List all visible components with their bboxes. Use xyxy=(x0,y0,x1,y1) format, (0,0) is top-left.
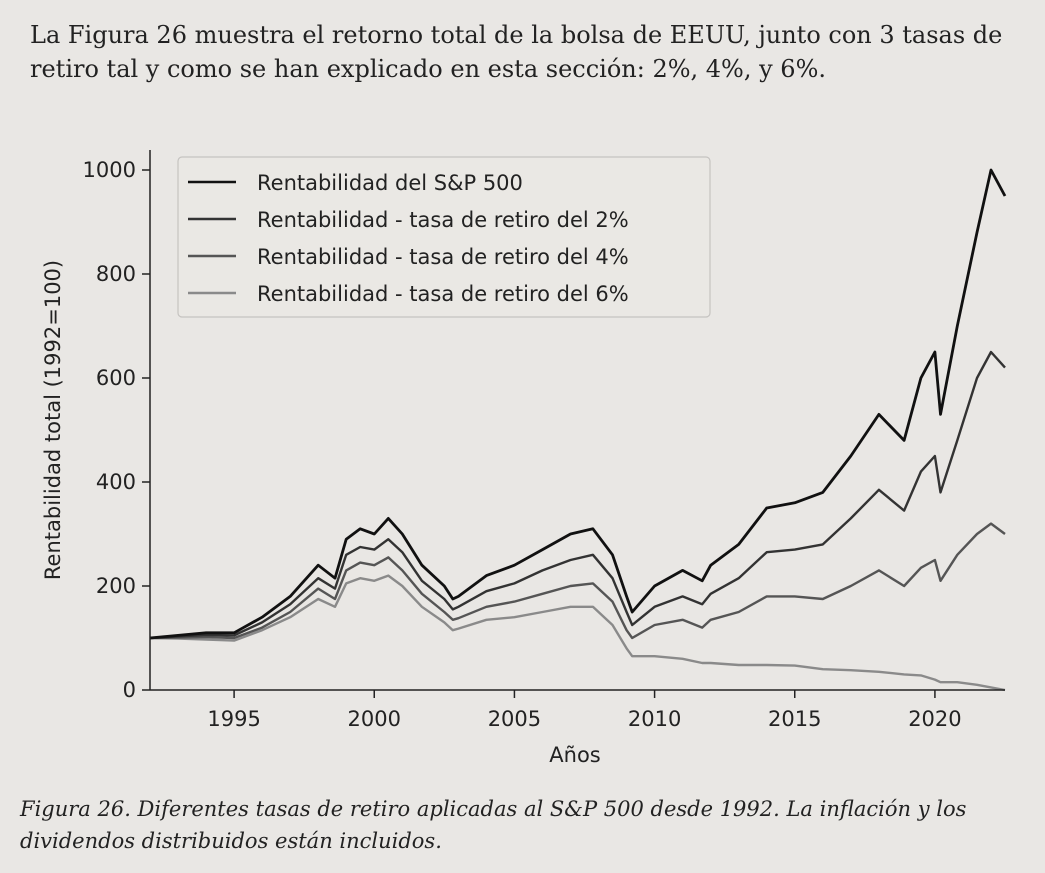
series-line-3 xyxy=(149,574,1006,692)
series-line-0 xyxy=(149,168,1007,640)
x-axis-label: Años xyxy=(549,743,600,767)
legend-label-sp500: Rentabilidad del S&P 500 xyxy=(257,171,523,195)
x-tick-label: 2020 xyxy=(908,707,961,731)
legend: Rentabilidad del S&P 500 Rentabilidad - … xyxy=(177,156,711,318)
y-tick-label: 400 xyxy=(96,470,136,494)
x-tick-label: 2010 xyxy=(628,707,681,731)
x-ticks: 1995 2000 2005 2010 2015 2020 xyxy=(207,690,962,731)
legend-label-2pct: Rentabilidad - tasa de retiro del 2% xyxy=(257,208,629,232)
legend-label-6pct: Rentabilidad - tasa de retiro del 6% xyxy=(257,282,629,306)
series-line-2 xyxy=(149,522,1006,640)
intro-paragraph: La Figura 26 muestra el retorno total de… xyxy=(30,21,1003,83)
y-ticks: 0 200 400 600 800 1000 xyxy=(83,158,150,702)
y-tick-label: 1000 xyxy=(83,158,136,182)
series-line-1 xyxy=(149,350,1006,640)
figure-caption: Figura 26. Diferentes tasas de retiro ap… xyxy=(20,797,967,853)
y-tick-label: 600 xyxy=(96,366,136,390)
axes xyxy=(149,150,1005,691)
x-tick-label: 2000 xyxy=(348,707,401,731)
x-tick-label: 2015 xyxy=(768,707,821,731)
x-tick-label: 1995 xyxy=(207,707,260,731)
legend-box xyxy=(177,156,711,318)
plot-lines xyxy=(149,168,1007,692)
y-tick-label: 0 xyxy=(123,678,136,702)
legend-label-4pct: Rentabilidad - tasa de retiro del 4% xyxy=(257,245,629,269)
x-tick-label: 2005 xyxy=(488,707,541,731)
y-axis-label: Rentabilidad total (1992=100) xyxy=(41,260,65,580)
y-tick-label: 800 xyxy=(96,262,136,286)
y-tick-label: 200 xyxy=(96,574,136,598)
